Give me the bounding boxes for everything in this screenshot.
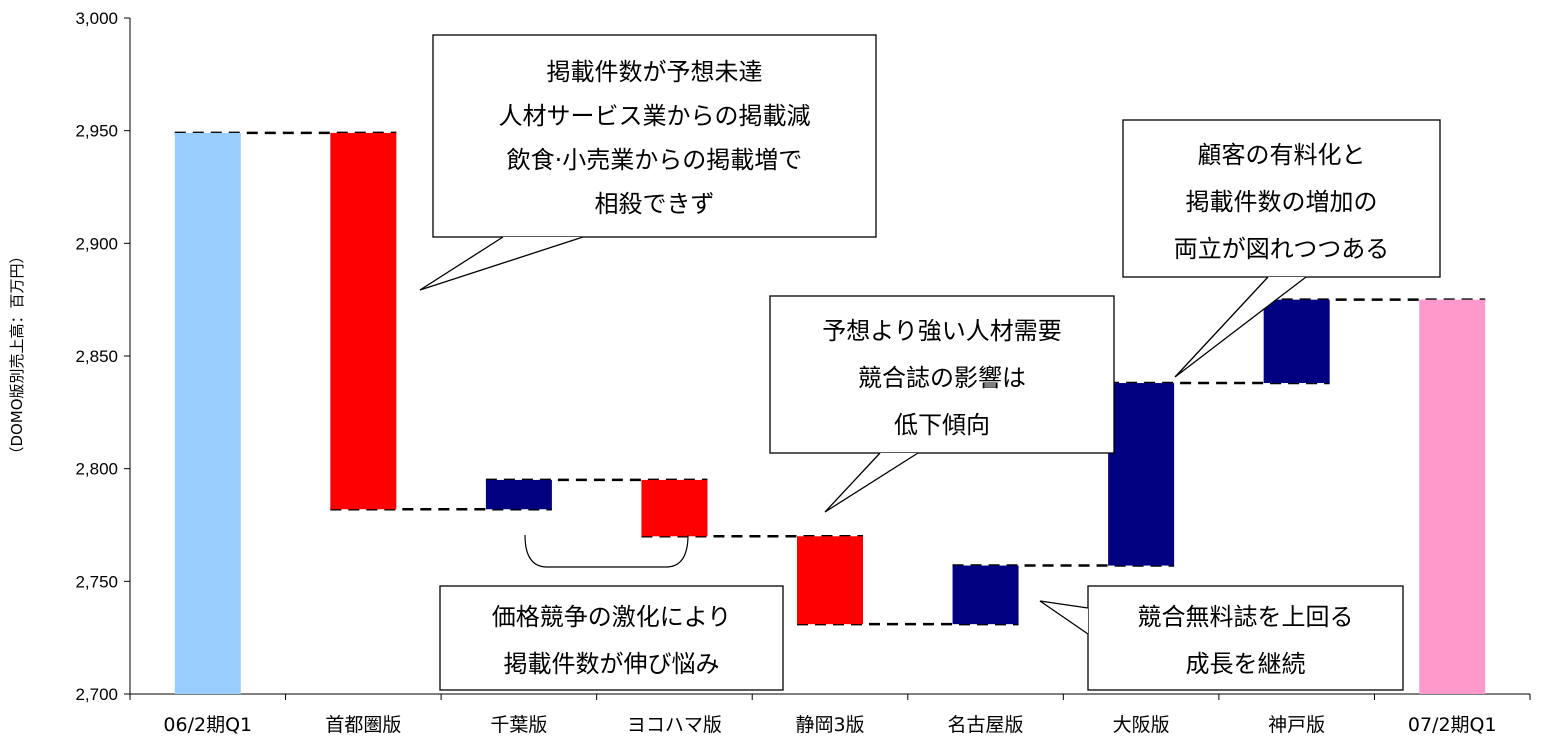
y-tick-label: 3,000 <box>75 9 118 28</box>
callout-box <box>1122 119 1441 278</box>
bar-decrease <box>797 536 863 625</box>
x-category-label: 06/2期Q1 <box>163 714 252 736</box>
callout-text-line: 掲載件数の増加の <box>1186 188 1378 216</box>
callout-box <box>769 295 1115 454</box>
chart-axes: 2,700 2,750 2,800 2,850 2,900 2,950 3,000 06/2期… <box>75 9 1531 736</box>
y-tick-label: 2,750 <box>75 572 118 591</box>
callout-text-line: 両立が図れつつある <box>1174 235 1390 263</box>
y-tick-label: 2,900 <box>75 234 118 253</box>
bar-increase <box>952 565 1019 625</box>
bracket-line <box>524 534 689 568</box>
callout-text-line: 競合無料誌を上回る <box>1138 603 1354 631</box>
callout-tail <box>1039 600 1089 635</box>
callout-text-line: 人材サービス業からの掲載減 <box>499 102 811 130</box>
x-category-label: ヨコハマ版 <box>627 714 722 736</box>
callout-text-line: 低下傾向 <box>894 411 990 439</box>
callout-text-line: 成長を継続 <box>1186 650 1306 678</box>
x-category-label: 大阪版 <box>1113 714 1170 736</box>
chart-bars <box>174 132 1486 695</box>
x-category-label: 名古屋版 <box>948 714 1024 736</box>
callout-text-line: 予想より強い人材需要 <box>822 317 1062 345</box>
callout-text-line: 相殺できず <box>595 190 715 218</box>
bar-increase <box>1108 383 1175 566</box>
callout-tail <box>419 236 584 291</box>
x-category-label: 静岡3版 <box>795 714 864 736</box>
y-tick-label: 2,950 <box>75 122 118 141</box>
bar-increase <box>485 479 552 510</box>
y-tick-label: 2,800 <box>75 460 118 479</box>
callout-box <box>1087 585 1404 691</box>
y-tick-label: 2,850 <box>75 347 118 366</box>
x-category-label: 千葉版 <box>490 714 547 736</box>
y-tick-label: 2,700 <box>75 685 118 704</box>
bar-decrease <box>641 479 708 537</box>
bar-total <box>174 132 241 695</box>
callout-text-line: 価格競争の激化により <box>492 603 732 631</box>
callout-tail <box>1174 276 1307 378</box>
x-category-label: 首都圏版 <box>325 714 401 736</box>
x-category-label: 07/2期Q1 <box>1408 714 1497 736</box>
callout-text-line: 競合誌の影響は <box>858 364 1026 392</box>
callout-box <box>439 585 784 691</box>
callout-text-line: 飲食·小売業からの掲載増で <box>507 146 803 174</box>
callout-text-line: 掲載件数が伸び悩み <box>504 650 720 678</box>
callout-text-line: 顧客の有料化と <box>1198 141 1366 169</box>
bar-increase <box>1263 299 1330 384</box>
callout-box <box>432 34 877 238</box>
callout-text-line: 掲載件数が予想未達 <box>547 58 763 86</box>
x-category-label: 神戸版 <box>1268 714 1325 736</box>
annotation-callouts: 掲載件数が予想未達人材サービス業からの掲載減飲食·小売業からの掲載増で相殺できず… <box>419 34 1441 691</box>
bar-total <box>1419 299 1486 694</box>
y-axis-label: （DOMO版別売上高：百万円） <box>8 248 26 461</box>
callout-tail <box>824 452 919 513</box>
bar-decrease <box>330 132 397 510</box>
